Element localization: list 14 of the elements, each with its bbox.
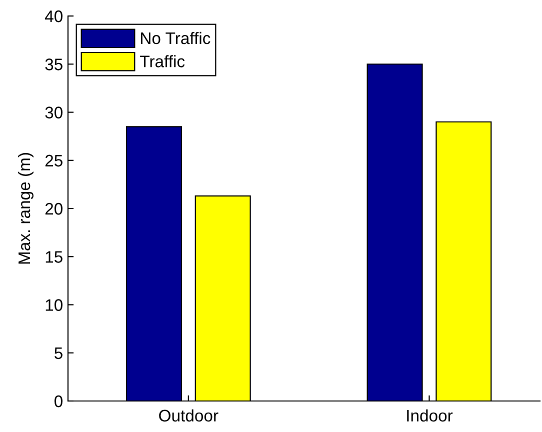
y-tick-label: 15: [46, 251, 62, 263]
y-axis-title: Max. range (m): [18, 153, 34, 264]
y-tick-label: 5: [54, 347, 62, 360]
legend-label: No Traffic: [141, 32, 210, 44]
y-tick-label: 10: [46, 299, 62, 311]
y-tick-label: 20: [45, 202, 62, 215]
legend-label: Traffic: [140, 55, 185, 68]
y-tick-label: 40: [44, 10, 62, 22]
y-tick-label: 30: [45, 106, 62, 118]
y-tick-label: 35: [45, 58, 62, 70]
y-tick-label: 0: [54, 395, 62, 408]
x-tick-label: Indoor: [407, 409, 453, 422]
y-tick-label: 25: [45, 154, 62, 167]
x-tick-label: Outdoor: [159, 409, 218, 422]
